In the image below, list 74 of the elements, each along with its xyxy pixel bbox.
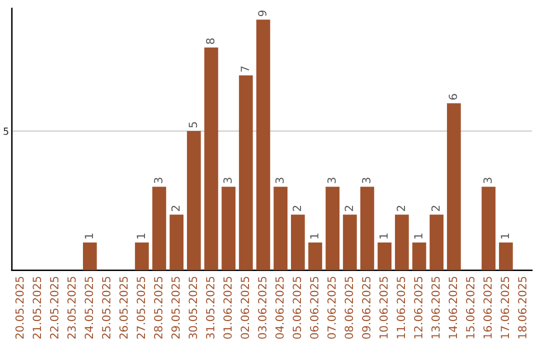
x-tick-label: 12.06.2025	[414, 276, 422, 338]
bar	[378, 242, 392, 270]
data-label: 3	[275, 178, 284, 184]
x-tick-label: 26.05.2025	[119, 276, 128, 339]
bar	[498, 242, 513, 270]
bar	[326, 186, 340, 270]
bar	[152, 186, 166, 270]
data-label: 1	[310, 234, 318, 238]
bar	[290, 214, 305, 270]
bar	[204, 47, 218, 270]
data-label: 8	[206, 38, 214, 44]
x-tick-label: 23.05.2025	[67, 276, 76, 339]
data-label: 1	[414, 234, 422, 238]
x-tick-label: 04.06.2025	[275, 276, 284, 339]
bar	[360, 186, 374, 270]
data-label: 9	[258, 10, 266, 16]
bar	[222, 186, 236, 270]
x-tick-label: 15.06.2025	[466, 276, 474, 338]
data-label: 2	[292, 206, 301, 212]
x-tick-label: 06.06.2025	[310, 276, 318, 339]
bar	[238, 75, 253, 270]
x-tick-label: 30.05.2025	[188, 276, 198, 339]
bar	[446, 103, 461, 270]
data-label: 1	[380, 234, 388, 238]
x-tick-label: 07.06.2025	[327, 276, 336, 339]
data-label: 6	[448, 94, 458, 100]
bar	[342, 214, 357, 270]
data-label: 2	[431, 206, 440, 212]
x-tick-label: 10.06.2025	[379, 276, 388, 338]
bar	[274, 186, 288, 270]
data-label: 3	[483, 178, 492, 184]
data-label: 3	[223, 178, 232, 184]
x-tick-label: 05.06.2025	[292, 276, 302, 339]
bar	[394, 214, 409, 270]
x-tick-label: 17.06.2025	[500, 276, 510, 338]
x-tick-label: 20.05.2025	[15, 276, 24, 339]
data-label: 2	[396, 206, 405, 212]
bar	[412, 242, 426, 270]
x-tick-label: 25.05.2025	[102, 276, 110, 339]
bar	[482, 186, 496, 270]
x-tick-label: 16.06.2025	[483, 276, 492, 338]
x-tick-label: 22.05.2025	[50, 276, 58, 339]
data-label: 2	[171, 206, 180, 212]
x-tick-label: 02.06.2025	[240, 276, 250, 339]
x-tick-label: 01.06.2025	[223, 276, 232, 339]
x-tick-label: 31.05.2025	[206, 276, 214, 339]
data-label: 1	[84, 234, 93, 238]
data-label: 3	[327, 178, 336, 184]
x-tick-label: 14.06.2025	[448, 276, 458, 338]
data-label: 1	[500, 234, 509, 238]
bar	[430, 214, 444, 270]
data-label: 1	[136, 234, 145, 238]
x-tick-label: 28.05.2025	[154, 276, 162, 339]
data-label: 2	[344, 206, 353, 212]
bar	[170, 214, 184, 270]
x-tick-label: 21.05.2025	[32, 276, 42, 339]
bar	[186, 131, 201, 270]
x-tick-label: 29.05.2025	[171, 276, 180, 339]
data-label: 3	[154, 178, 162, 184]
bar	[134, 242, 149, 270]
x-tick-label: 03.06.2025	[258, 276, 266, 339]
x-tick-label: 18.06.2025	[518, 276, 526, 338]
x-tick-label: 13.06.2025	[431, 276, 440, 338]
x-tick-label: 09.06.2025	[362, 276, 370, 339]
x-tick-label: 11.06.2025	[396, 276, 406, 338]
data-label: 3	[362, 178, 370, 184]
bar	[308, 242, 322, 270]
data-label: 7	[240, 66, 249, 72]
x-tick-label: 08.06.2025	[344, 276, 354, 339]
bar	[256, 20, 270, 270]
data-label: 5	[188, 122, 198, 128]
x-tick-label: 27.05.2025	[136, 276, 146, 339]
x-tick-label: 24.05.2025	[84, 276, 94, 339]
bar	[82, 242, 97, 270]
